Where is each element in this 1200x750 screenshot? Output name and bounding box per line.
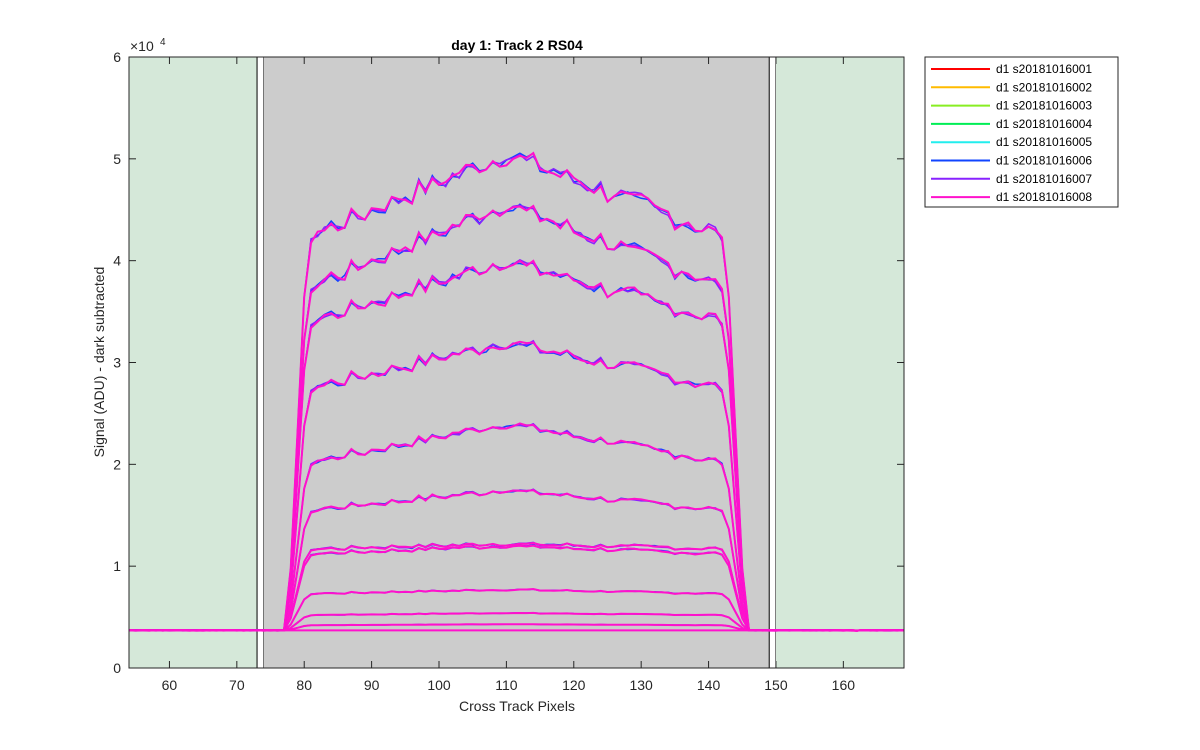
- x-tick-label: 130: [629, 677, 653, 693]
- region-marker-1: [256, 56, 265, 669]
- legend-label-7: d1 s20181016007: [996, 172, 1092, 186]
- y-axis: 0 1 2 3 4 5 6: [113, 49, 904, 676]
- y-tick-label: 6: [113, 49, 121, 65]
- y-exponent-power: 4: [160, 37, 166, 48]
- y-axis-title: Signal (ADU) - dark subtracted: [91, 267, 107, 458]
- region-excluded-0: [129, 57, 258, 668]
- legend-box: [924, 56, 1119, 208]
- x-tick-label: 60: [162, 677, 178, 693]
- signal-curves: [128, 151, 905, 632]
- y-tick-label: 3: [113, 355, 121, 371]
- y-tick-label: 2: [113, 456, 121, 472]
- y-tick-label: 1: [113, 558, 121, 574]
- x-axis-title: Cross Track Pixels: [459, 698, 575, 714]
- legend-label-8: d1 s20181016008: [996, 190, 1092, 204]
- x-tick-label: 140: [697, 677, 721, 693]
- legend-label-6: d1 s20181016006: [996, 154, 1092, 168]
- region-active-2: [263, 57, 770, 668]
- x-tick-label: 90: [364, 677, 380, 693]
- legend-label-4: d1 s20181016004: [996, 117, 1092, 131]
- x-tick-label: 110: [495, 677, 518, 693]
- shaded-regions: [129, 56, 904, 669]
- x-tick-label: 160: [832, 677, 856, 693]
- chart-title: day 1: Track 2 RS04: [451, 37, 583, 53]
- x-tick-label: 80: [296, 677, 312, 693]
- legend-label-5: d1 s20181016005: [996, 135, 1092, 149]
- x-tick-label: 100: [427, 677, 451, 693]
- legend-label-3: d1 s20181016003: [996, 99, 1092, 113]
- x-tick-label: 150: [764, 677, 788, 693]
- y-tick-label: 4: [113, 253, 121, 269]
- legend-label-1: d1 s20181016001: [996, 62, 1092, 76]
- y-tick-label: 5: [113, 151, 121, 167]
- legend-label-2: d1 s20181016002: [996, 80, 1092, 94]
- region-marker-3: [768, 56, 777, 669]
- legend: d1 s20181016001 d1 s20181016002 d1 s201810…: [924, 56, 1119, 208]
- region-excluded-4: [775, 57, 904, 668]
- y-tick-label: 0: [113, 660, 121, 676]
- x-axis: 60 70 80 90 100 110 120 130 140 150 160: [162, 57, 856, 693]
- y-exponent-label: ×10: [130, 38, 154, 54]
- x-tick-label: 120: [562, 677, 586, 693]
- x-tick-label: 70: [229, 677, 245, 693]
